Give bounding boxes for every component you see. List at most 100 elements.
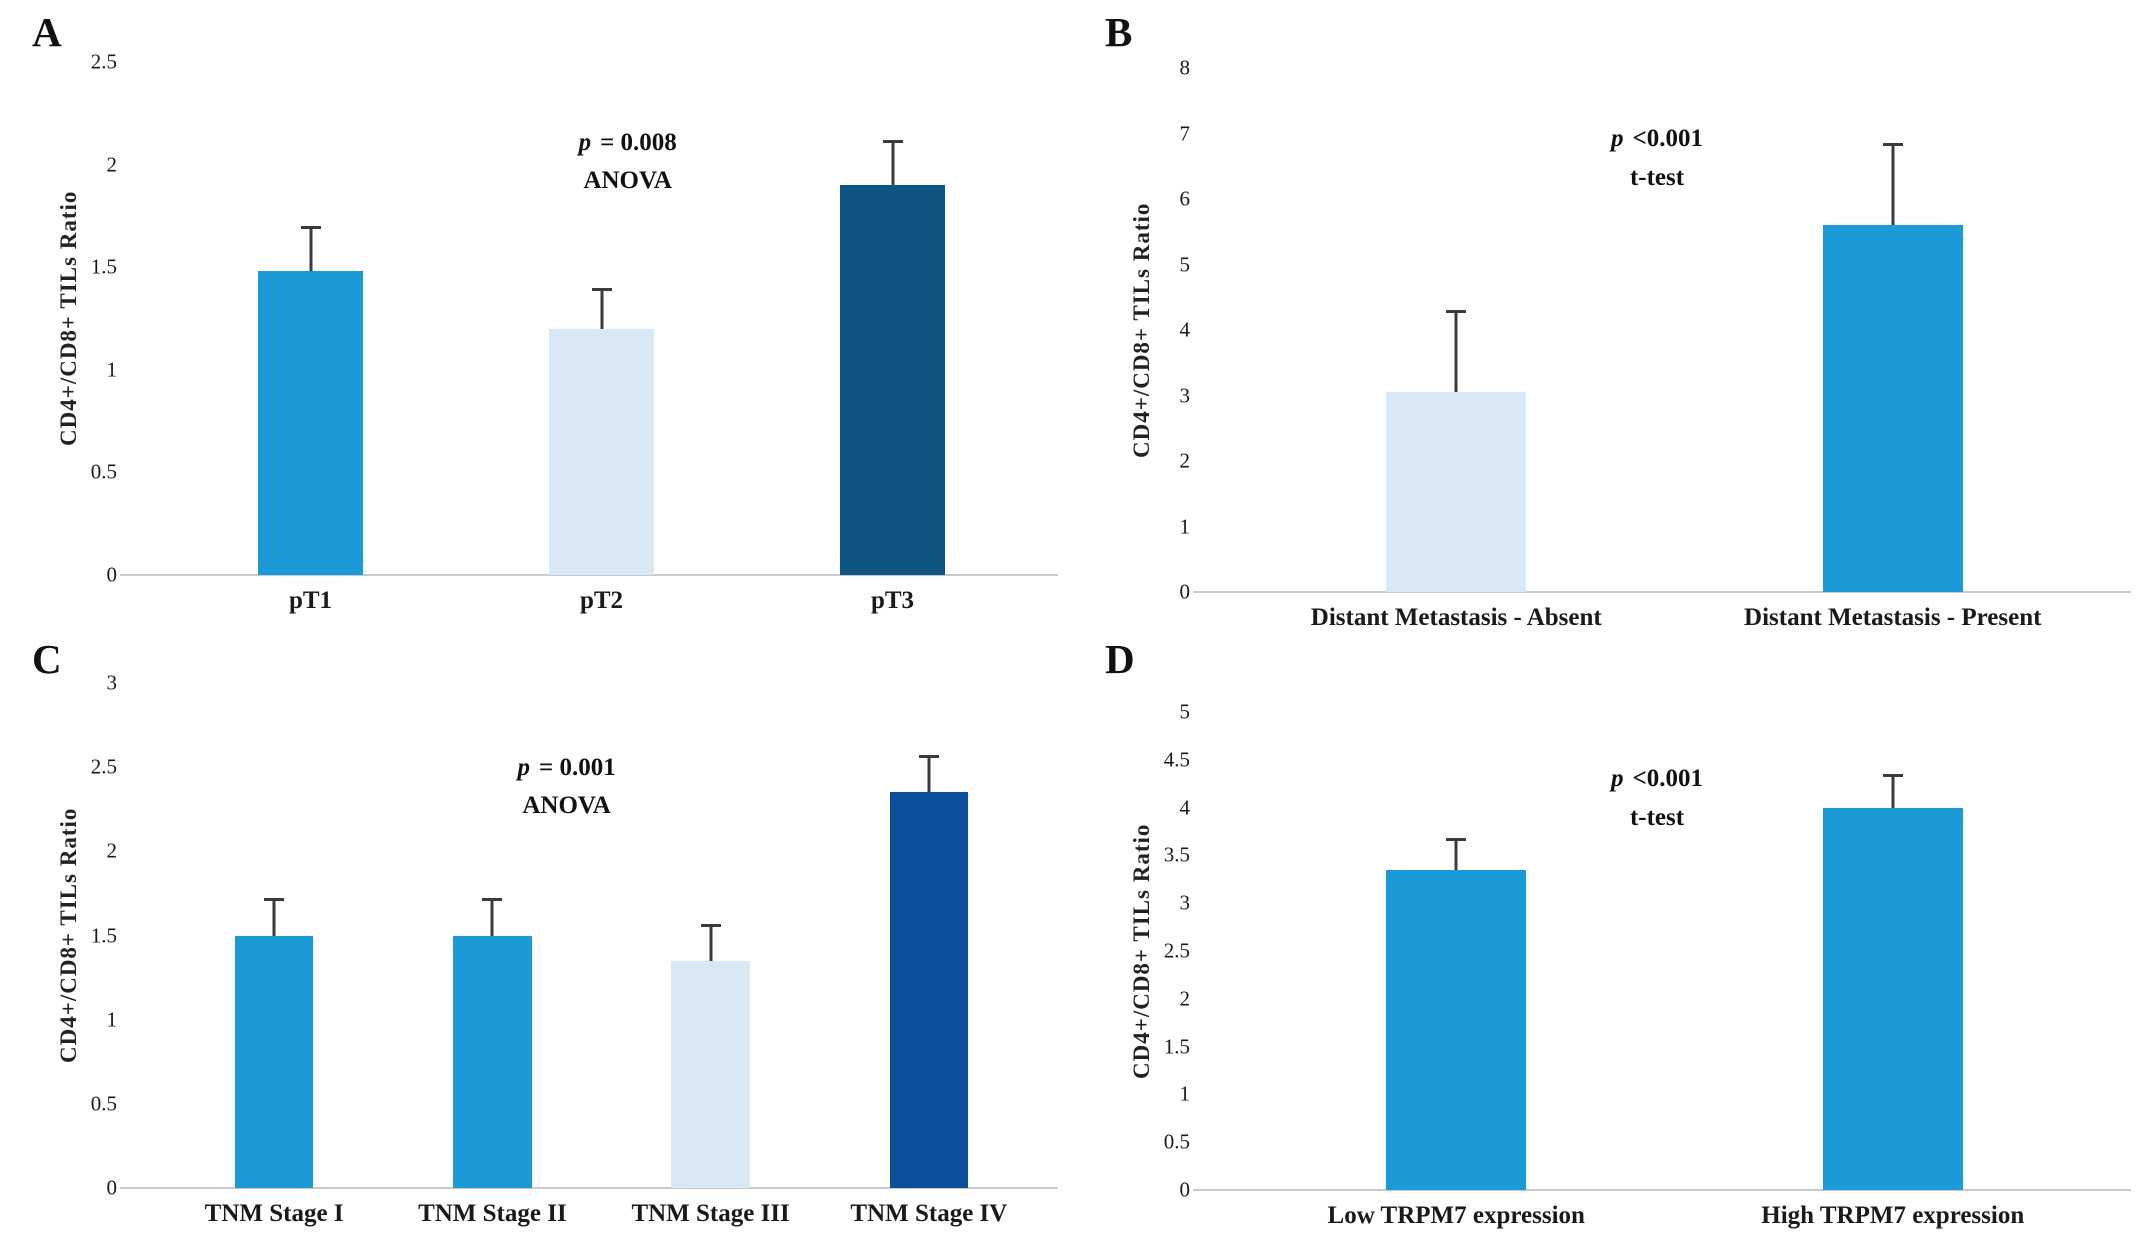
bars-row bbox=[1238, 68, 2111, 592]
y-tick-label: 3 bbox=[1179, 383, 1191, 407]
x-tick-label: pT3 bbox=[870, 587, 915, 614]
x-tick-label: TNM Stage I bbox=[204, 1200, 344, 1227]
y-tick-label: 1.5 bbox=[1163, 1034, 1190, 1059]
y-tick-label: 0 bbox=[106, 1175, 118, 1200]
x-tick-label: TNM Stage IV bbox=[850, 1200, 1008, 1227]
error-bar bbox=[264, 898, 285, 936]
bar bbox=[1386, 869, 1527, 1190]
error-bar-cap bbox=[1446, 310, 1467, 314]
y-tick-label: 1.5 bbox=[90, 923, 117, 947]
y-tick-label: 2 bbox=[106, 838, 118, 863]
y-tick-label: 0 bbox=[106, 562, 118, 587]
stat-annotation: p = 0.001 ANOVA bbox=[517, 749, 615, 827]
panel-b: B CD4+/CD8+ TILs Ratio 0 1 2 3 4 5 6 7 8 p <0.001 t-t… bbox=[1073, 0, 2146, 631]
error-bar bbox=[1882, 143, 1903, 226]
bar-slot bbox=[1675, 68, 2112, 592]
y-tick-label: 1.5 bbox=[90, 254, 117, 279]
error-bar-cap bbox=[882, 139, 903, 143]
p-symbol: p bbox=[517, 753, 530, 781]
p-symbol: p bbox=[1611, 125, 1624, 153]
p-symbol: p bbox=[1611, 764, 1624, 792]
error-bar-cap bbox=[1882, 143, 1903, 147]
y-tick-label: 5 bbox=[1179, 699, 1191, 724]
error-bar-cap bbox=[918, 755, 939, 759]
panel-c: C CD4+/CD8+ TILs Ratio 0 0.5 1 1.5 2 2.5 3 p = 0.0… bbox=[0, 627, 1073, 1255]
bar-slot bbox=[165, 62, 456, 575]
bar-slot bbox=[1238, 712, 1675, 1190]
bar-slot bbox=[165, 683, 383, 1188]
bar bbox=[671, 960, 750, 1188]
bar bbox=[453, 935, 532, 1188]
y-tick-label: 2 bbox=[106, 152, 118, 177]
y-tick-label: 1 bbox=[106, 357, 118, 382]
error-bar-cap bbox=[264, 898, 285, 902]
error-bar-cap bbox=[1882, 774, 1903, 778]
y-tick-label: 4.5 bbox=[1163, 747, 1190, 772]
bars-row bbox=[165, 683, 1038, 1188]
bar bbox=[840, 185, 945, 575]
bar-slot bbox=[820, 683, 1038, 1188]
p-value: <0.001 bbox=[1632, 764, 1704, 792]
y-tick-label: 0.5 bbox=[90, 459, 117, 484]
stat-annotation: p <0.001 t-test bbox=[1611, 120, 1703, 198]
bar-slot bbox=[602, 683, 820, 1188]
error-bar bbox=[1882, 774, 1903, 808]
x-tick-label: High TRPM7 expression bbox=[1761, 1202, 2025, 1229]
bars-row bbox=[1238, 712, 2111, 1190]
p-value-line: p <0.001 bbox=[1611, 120, 1703, 159]
x-axis-labels: Distant Metastasis - Absent Distant Metas… bbox=[1238, 604, 2111, 632]
y-tick-label: 4 bbox=[1179, 795, 1191, 820]
error-bar-line bbox=[1454, 838, 1458, 870]
y-tick-label: 2.5 bbox=[90, 49, 117, 74]
panel-a: A CD4+/CD8+ TILs Ratio 0 0.5 1 1.5 2 2.5 p = 0.00… bbox=[0, 0, 1073, 627]
test-name: ANOVA bbox=[522, 792, 611, 820]
panel-letter: D bbox=[1105, 636, 1135, 682]
y-axis-title: CD4+/CD8+ TILs Ratio bbox=[1129, 823, 1154, 1079]
error-bar-line bbox=[927, 755, 931, 793]
error-bar bbox=[1446, 310, 1467, 393]
x-axis-line bbox=[120, 574, 1058, 576]
bar bbox=[1822, 225, 1963, 592]
error-bar-line bbox=[309, 226, 312, 272]
p-value-line: p <0.001 bbox=[1611, 760, 1703, 799]
error-bar-line bbox=[891, 139, 894, 186]
x-axis-line bbox=[1193, 1189, 2131, 1191]
y-axis-title: CD4+/CD8+ TILs Ratio bbox=[56, 190, 81, 447]
x-axis-line bbox=[1193, 591, 2131, 593]
x-tick-label: TNM Stage II bbox=[418, 1200, 567, 1227]
error-bar-cap bbox=[700, 923, 721, 927]
error-bar-line bbox=[1891, 774, 1895, 808]
error-bar-line bbox=[1891, 143, 1895, 226]
plot-area: 0 1 2 3 4 5 6 7 8 p <0.001 t-test bbox=[1180, 56, 2131, 604]
test-name: ANOVA bbox=[583, 167, 672, 195]
error-bar bbox=[700, 923, 721, 961]
panel-d: D CD4+/CD8+ TILs Ratio 0 0.5 1 1.5 2 2.5 3 3.5 4 4.… bbox=[1073, 627, 2146, 1255]
test-name: t-test bbox=[1629, 803, 1685, 831]
error-bar bbox=[882, 139, 903, 186]
error-bar-line bbox=[272, 898, 276, 936]
x-tick-label: pT1 bbox=[288, 587, 333, 614]
p-value-line: p = 0.008 bbox=[579, 124, 677, 163]
x-axis-labels: TNM Stage I TNM Stage II TNM Stage III TNM … bbox=[165, 1200, 1038, 1228]
x-axis-labels: pT1 pT2 pT3 bbox=[165, 587, 1038, 615]
y-tick-label: 0.5 bbox=[90, 1091, 117, 1116]
bar bbox=[889, 792, 969, 1188]
bar bbox=[258, 271, 363, 575]
panel-letter: A bbox=[32, 9, 62, 55]
bar-slot bbox=[1675, 712, 2112, 1190]
plot-area: 0 0.5 1 1.5 2 2.5 3 p = 0.001 ANOVA bbox=[91, 671, 1058, 1200]
y-tick-label: 5 bbox=[1179, 252, 1191, 276]
error-bar-cap bbox=[300, 226, 321, 230]
bar-slot bbox=[1238, 68, 1675, 592]
error-bar bbox=[300, 226, 321, 272]
y-tick-label: 2.5 bbox=[90, 754, 117, 779]
x-axis-line bbox=[120, 1187, 1058, 1189]
y-axis-title: CD4+/CD8+ TILs Ratio bbox=[56, 807, 81, 1064]
stat-annotation: p <0.001 t-test bbox=[1611, 760, 1703, 838]
panel-letter: C bbox=[32, 636, 62, 682]
error-bar-line bbox=[709, 923, 713, 961]
y-tick-label: 3.5 bbox=[1163, 842, 1190, 867]
plot-area: 0 0.5 1 1.5 2 2.5 p = 0.008 ANOVA bbox=[91, 50, 1058, 587]
y-tick-label: 0 bbox=[1179, 1177, 1191, 1202]
